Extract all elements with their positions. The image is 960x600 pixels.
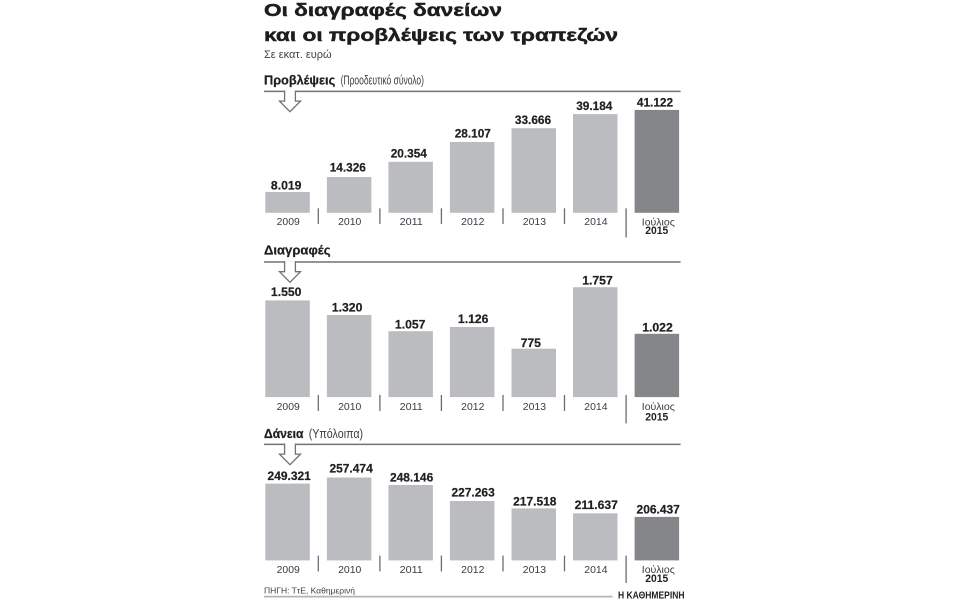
svg-text:1.320: 1.320 (332, 301, 363, 315)
svg-text:2015: 2015 (645, 573, 668, 585)
svg-text:2014: 2014 (584, 402, 607, 413)
svg-text:2013: 2013 (523, 402, 546, 413)
svg-text:33.666: 33.666 (515, 113, 551, 127)
svg-text:2012: 2012 (461, 217, 484, 228)
svg-text:211.637: 211.637 (575, 498, 618, 512)
svg-text:2010: 2010 (338, 217, 361, 228)
svg-text:2011: 2011 (400, 565, 423, 576)
svg-text:2014: 2014 (584, 217, 607, 228)
svg-text:206.437: 206.437 (637, 503, 680, 517)
svg-text:2013: 2013 (523, 565, 546, 576)
svg-text:1.757: 1.757 (582, 274, 613, 288)
svg-text:14.326: 14.326 (330, 161, 366, 175)
svg-text:217.518: 217.518 (513, 495, 556, 509)
svg-text:2011: 2011 (400, 217, 423, 228)
svg-text:2012: 2012 (461, 565, 484, 576)
svg-text:2010: 2010 (338, 402, 361, 413)
svg-text:Προβλέψεις: Προβλέψεις (264, 74, 336, 88)
svg-text:39.184: 39.184 (576, 99, 612, 113)
svg-text:775: 775 (521, 336, 541, 350)
svg-text:20.354: 20.354 (391, 146, 427, 160)
svg-text:(Υπόλοιπα): (Υπόλοιπα) (309, 427, 363, 441)
svg-text:Ιούλιος: Ιούλιος (642, 216, 675, 228)
svg-text:Ιούλιος: Ιούλιος (642, 401, 675, 413)
svg-text:2015: 2015 (645, 412, 668, 424)
svg-text:2009: 2009 (277, 402, 300, 413)
svg-text:2012: 2012 (461, 402, 484, 413)
svg-text:Ιούλιος: Ιούλιος (642, 564, 675, 576)
svg-text:249.321: 249.321 (268, 469, 311, 483)
svg-text:2015: 2015 (645, 225, 668, 237)
svg-text:ΠΗΓΗ: ΤτΕ, Καθημερινή: ΠΗΓΗ: ΤτΕ, Καθημερινή (264, 585, 355, 595)
svg-text:Η ΚΑΘΗΜΕΡΙΝΗ: Η ΚΑΘΗΜΕΡΙΝΗ (618, 591, 685, 600)
svg-text:257.474: 257.474 (329, 462, 372, 476)
svg-text:και οι προβλέψεις των τραπεζών: και οι προβλέψεις των τραπεζών (264, 25, 618, 46)
svg-text:28.107: 28.107 (455, 126, 491, 140)
svg-text:(Προοδευτικό σύνολο): (Προοδευτικό σύνολο) (341, 74, 424, 88)
svg-text:1.057: 1.057 (395, 318, 426, 332)
svg-text:248.146: 248.146 (390, 470, 433, 484)
svg-text:2013: 2013 (523, 217, 546, 228)
svg-text:2009: 2009 (277, 217, 300, 228)
svg-text:1.550: 1.550 (271, 285, 302, 299)
svg-text:2010: 2010 (338, 565, 361, 576)
svg-text:8.019: 8.019 (271, 178, 302, 192)
svg-text:Σε εκατ. ευρώ: Σε εκατ. ευρώ (264, 49, 332, 61)
svg-text:227.263: 227.263 (451, 485, 494, 499)
svg-text:2011: 2011 (400, 402, 423, 413)
svg-text:Οι διαγραφές δανείων: Οι διαγραφές δανείων (264, 0, 502, 20)
svg-text:Δάνεια: Δάνεια (264, 427, 304, 441)
svg-text:Διαγραφές: Διαγραφές (264, 243, 331, 257)
svg-text:1.126: 1.126 (458, 312, 489, 326)
svg-text:2014: 2014 (584, 565, 607, 576)
svg-text:1.022: 1.022 (642, 320, 673, 334)
svg-text:41.122: 41.122 (637, 96, 673, 110)
svg-text:2009: 2009 (277, 565, 300, 576)
